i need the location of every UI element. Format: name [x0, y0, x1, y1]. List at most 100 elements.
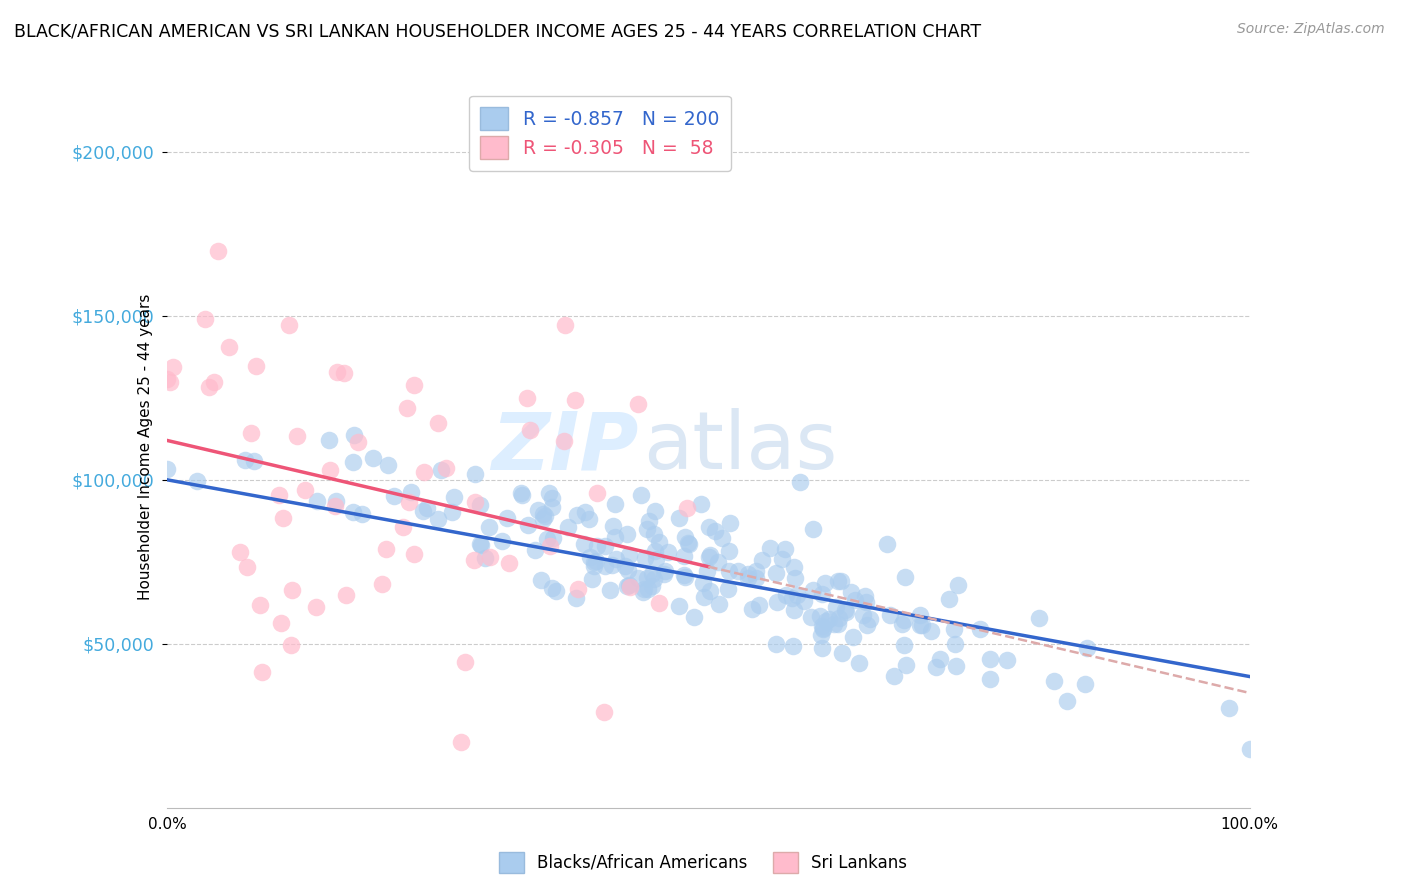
Point: [599, 583, 621, 598]
Point: [783, 570, 806, 584]
Point: [613, 558, 636, 573]
Point: [801, 582, 824, 597]
Point: [1239, 741, 1261, 756]
Point: [808, 608, 831, 623]
Point: [541, 500, 564, 514]
Point: [699, 549, 721, 564]
Point: [464, 495, 486, 509]
Point: [510, 486, 533, 500]
Point: [474, 551, 496, 566]
Point: [434, 461, 457, 475]
Point: [692, 591, 714, 605]
Point: [673, 549, 696, 563]
Point: [744, 564, 766, 578]
Point: [696, 564, 718, 578]
Point: [765, 637, 787, 651]
Point: [856, 618, 879, 632]
Point: [567, 508, 589, 523]
Point: [1028, 611, 1050, 625]
Point: [911, 618, 934, 632]
Point: [883, 669, 905, 683]
Point: [574, 505, 596, 519]
Point: [517, 518, 540, 533]
Point: [893, 613, 915, 627]
Point: [585, 554, 607, 568]
Point: [717, 582, 740, 596]
Point: [634, 551, 657, 566]
Point: [350, 507, 373, 521]
Point: [245, 359, 267, 373]
Point: [294, 483, 316, 498]
Point: [891, 617, 914, 632]
Point: [654, 565, 676, 579]
Point: [396, 401, 419, 415]
Point: [361, 450, 384, 465]
Point: [229, 545, 252, 559]
Point: [718, 516, 741, 530]
Point: [894, 657, 917, 672]
Point: [633, 582, 655, 596]
Point: [374, 542, 396, 557]
Point: [627, 571, 650, 585]
Point: [382, 489, 405, 503]
Point: [775, 588, 797, 602]
Point: [605, 497, 627, 511]
Point: [697, 520, 720, 534]
Point: [773, 541, 796, 556]
Point: [194, 312, 217, 326]
Point: [579, 549, 602, 564]
Point: [218, 340, 240, 354]
Point: [644, 504, 666, 518]
Point: [342, 427, 364, 442]
Point: [834, 603, 856, 617]
Point: [707, 555, 730, 569]
Point: [541, 531, 564, 545]
Point: [544, 583, 567, 598]
Point: [841, 630, 863, 644]
Point: [271, 511, 294, 525]
Point: [1076, 640, 1098, 655]
Y-axis label: Householder Income Ages 25 - 44 years: Householder Income Ages 25 - 44 years: [138, 293, 153, 600]
Point: [644, 543, 666, 558]
Point: [277, 318, 299, 333]
Point: [454, 655, 477, 669]
Point: [928, 651, 950, 665]
Point: [704, 524, 727, 538]
Point: [495, 511, 517, 525]
Point: [893, 638, 915, 652]
Point: [827, 617, 849, 632]
Point: [567, 582, 589, 597]
Point: [537, 486, 560, 500]
Point: [637, 582, 659, 596]
Point: [758, 541, 780, 555]
Point: [683, 610, 706, 624]
Point: [530, 573, 553, 587]
Point: [675, 500, 697, 515]
Point: [603, 530, 626, 544]
Text: BLACK/AFRICAN AMERICAN VS SRI LANKAN HOUSEHOLDER INCOME AGES 25 - 44 YEARS CORRE: BLACK/AFRICAN AMERICAN VS SRI LANKAN HOU…: [14, 22, 981, 40]
Point: [848, 656, 870, 670]
Point: [159, 375, 181, 389]
Point: [786, 588, 808, 602]
Point: [269, 488, 291, 502]
Point: [399, 484, 422, 499]
Point: [207, 244, 229, 258]
Point: [531, 512, 554, 526]
Point: [593, 539, 616, 553]
Point: [450, 735, 472, 749]
Point: [524, 542, 547, 557]
Point: [478, 519, 501, 533]
Point: [440, 505, 463, 519]
Text: atlas: atlas: [644, 408, 838, 486]
Point: [737, 567, 759, 582]
Point: [675, 530, 697, 544]
Point: [335, 588, 357, 602]
Point: [582, 559, 605, 574]
Point: [333, 366, 356, 380]
Point: [945, 658, 967, 673]
Point: [641, 566, 664, 581]
Point: [592, 705, 614, 719]
Point: [236, 560, 259, 574]
Point: [631, 585, 654, 599]
Point: [347, 434, 370, 449]
